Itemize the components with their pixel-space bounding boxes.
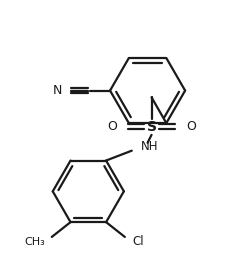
Text: O: O bbox=[185, 120, 195, 134]
Text: Cl: Cl bbox=[132, 235, 144, 248]
Text: CH₃: CH₃ bbox=[24, 237, 45, 247]
Text: NH: NH bbox=[140, 140, 158, 153]
Text: N: N bbox=[52, 84, 61, 97]
Text: O: O bbox=[107, 120, 116, 134]
Text: S: S bbox=[146, 120, 156, 134]
